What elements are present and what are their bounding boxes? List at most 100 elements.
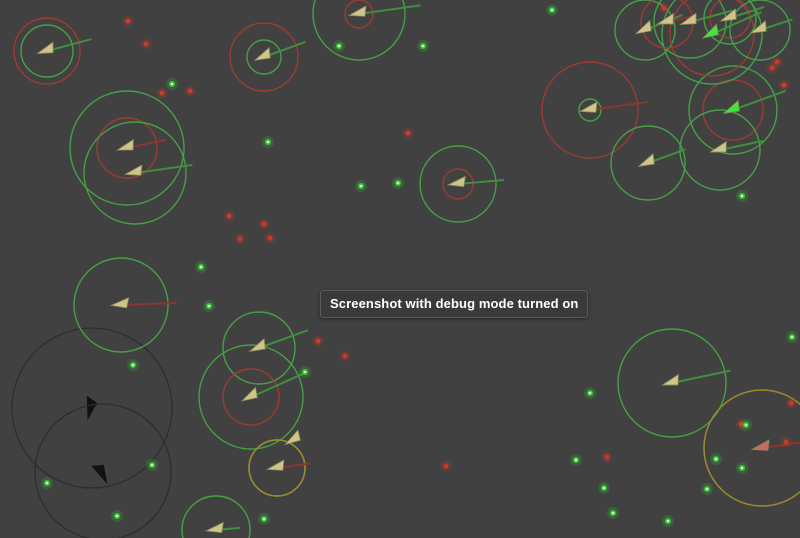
food-dot-group	[41, 4, 798, 527]
boid-body	[253, 46, 271, 62]
boid-body	[115, 138, 134, 151]
food-dot-core	[207, 304, 211, 308]
hazard-dot	[774, 59, 780, 65]
alert-radius-circle	[248, 439, 306, 497]
perception-radius-circle	[610, 125, 686, 201]
boid-body	[634, 19, 652, 35]
food-dot-core	[550, 8, 554, 12]
perception-radius-circle	[198, 344, 304, 450]
food-dot-core	[150, 463, 154, 467]
perception-radius-circle	[614, 0, 676, 61]
debug-mode-tooltip: Screenshot with debug mode turned on	[320, 290, 589, 318]
food-dot-core	[588, 391, 592, 395]
hazard-dot	[405, 130, 411, 136]
separation-radius-circle	[96, 117, 158, 179]
food-dot-core	[303, 370, 307, 374]
food-dot-core	[790, 335, 794, 339]
boid-body	[749, 20, 767, 34]
predator-group	[11, 327, 173, 538]
separation-radius-circle	[229, 22, 299, 92]
hazard-dot	[261, 221, 267, 227]
perception-radius-circle	[312, 0, 406, 61]
hazard-dot	[226, 213, 232, 219]
perception-radius-circle	[69, 90, 185, 206]
hazard-dot	[187, 88, 193, 94]
perception-radius-circle	[419, 145, 497, 223]
perception-radius-circle	[729, 0, 791, 61]
boid-group	[36, 5, 770, 534]
boid-body	[578, 101, 598, 113]
food-dot-core	[131, 363, 135, 367]
perception-radius-circle	[222, 311, 296, 385]
food-dot-core	[740, 194, 744, 198]
velocity-vector-line	[358, 4, 421, 15]
food-dot-core	[574, 458, 578, 462]
hazard-dot	[315, 338, 321, 344]
boid-body	[248, 337, 266, 353]
food-dot-core	[666, 519, 670, 523]
perception-radius-circle	[83, 121, 187, 225]
velocity-vector-line	[732, 89, 786, 111]
food-dot-core	[602, 486, 606, 490]
velocity-vector-line	[263, 41, 306, 58]
boid-body	[240, 386, 258, 402]
perception-radius-circle	[246, 39, 282, 75]
boid-body	[701, 23, 719, 39]
perception-radius-circle	[73, 257, 169, 353]
hazard-dot	[267, 235, 273, 241]
food-dot-core	[337, 44, 341, 48]
hazard-dot	[781, 82, 787, 88]
food-dot-core	[396, 181, 400, 185]
velocity-vector-line	[134, 163, 193, 174]
velocity-vector-line	[689, 9, 733, 23]
perception-radius-circle	[617, 328, 727, 438]
velocity-vector-line	[711, 11, 762, 35]
velocity-vector-line	[250, 371, 307, 398]
separation-radius-circle	[13, 17, 81, 85]
hazard-dot	[769, 65, 775, 71]
perception-radius-circle	[679, 109, 761, 191]
separation-radius-circle	[442, 168, 474, 200]
separation-radius-circle	[541, 61, 639, 159]
hazard-dot	[443, 463, 449, 469]
hazard-dot	[738, 421, 744, 427]
velocity-vector-line	[258, 329, 309, 349]
separation-radius-circle	[669, 0, 755, 77]
food-dot-core	[714, 457, 718, 461]
boid-body	[347, 5, 367, 17]
perception-radius-circle	[661, 0, 763, 85]
velocity-vector-line	[46, 38, 92, 52]
boid-body	[265, 459, 285, 471]
hazard-dot	[143, 41, 149, 47]
food-dot-core	[45, 481, 49, 485]
separation-radius-circle	[344, 0, 374, 29]
food-dot-core	[266, 140, 270, 144]
predator-range-circle	[11, 327, 173, 489]
predator-body	[91, 464, 108, 485]
food-dot-core	[115, 514, 119, 518]
boid-body	[722, 99, 740, 115]
boid-body	[283, 429, 301, 446]
velocity-vector-line	[457, 178, 504, 185]
hazard-dot	[661, 5, 667, 11]
hazard-dot	[342, 353, 348, 359]
boid-body	[655, 12, 674, 25]
hazard-dot	[604, 454, 610, 460]
boid-body	[123, 164, 143, 176]
separation-radius-circle	[222, 368, 280, 426]
boid-body	[204, 521, 224, 534]
boid-body	[637, 152, 655, 168]
perception-radius-circle	[653, 0, 727, 59]
food-dot-core	[170, 82, 174, 86]
boid-body	[708, 140, 727, 153]
hazard-dot	[788, 400, 794, 406]
food-dot-core	[611, 511, 615, 515]
perception-radius-circle	[688, 65, 778, 155]
boid-body	[719, 8, 737, 22]
perception-radius-circle	[578, 98, 602, 122]
velocity-vector-line	[120, 302, 178, 306]
velocity-vector-line	[761, 441, 800, 449]
perception-radius-circle	[20, 24, 74, 78]
